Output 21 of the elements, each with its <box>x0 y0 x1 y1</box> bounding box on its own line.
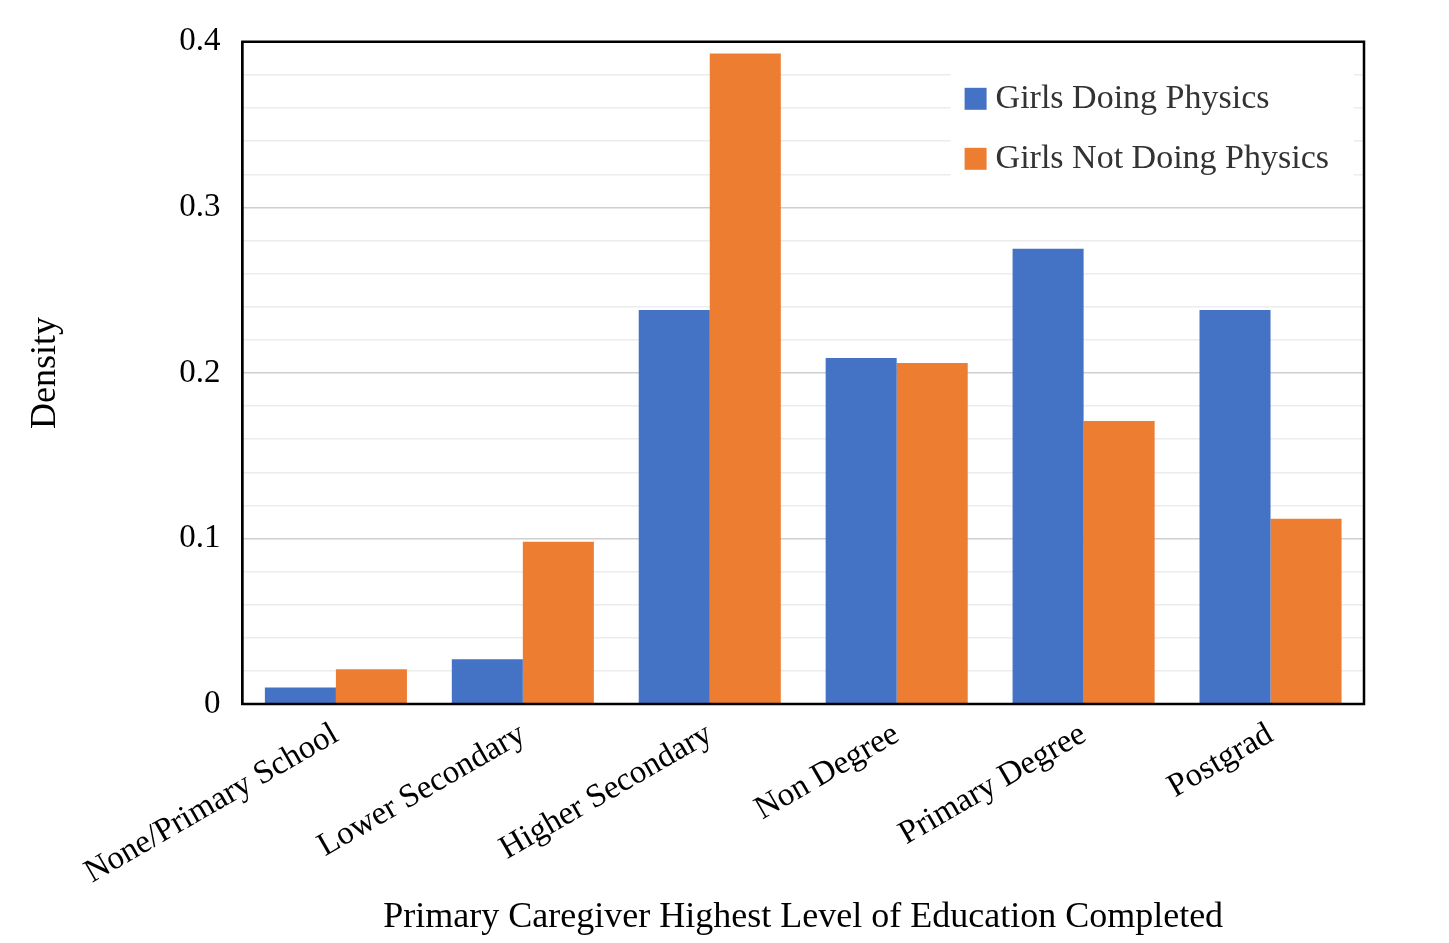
bar <box>335 669 407 704</box>
y-tick-label: 0.4 <box>179 21 221 58</box>
bar <box>1199 310 1271 704</box>
bar <box>1270 518 1342 704</box>
bar <box>825 358 897 704</box>
bar <box>264 687 336 704</box>
y-tick-label: 0.1 <box>179 518 221 555</box>
x-axis-title: Primary Caregiver Highest Level of Education Completed <box>383 894 1224 935</box>
bar <box>638 310 710 704</box>
bar <box>451 659 523 704</box>
y-tick-label: 0.2 <box>179 352 221 389</box>
y-tick-label: 0.3 <box>179 187 221 224</box>
bar <box>1083 420 1155 704</box>
bar <box>1012 248 1084 704</box>
bar <box>522 541 594 704</box>
bar <box>896 363 968 704</box>
legend-label: Girls Doing Physics <box>995 77 1270 115</box>
legend-label: Girls Not Doing Physics <box>995 137 1330 175</box>
bar <box>709 53 781 704</box>
y-axis-title: Density <box>23 316 64 429</box>
y-tick-label: 0 <box>203 683 221 720</box>
